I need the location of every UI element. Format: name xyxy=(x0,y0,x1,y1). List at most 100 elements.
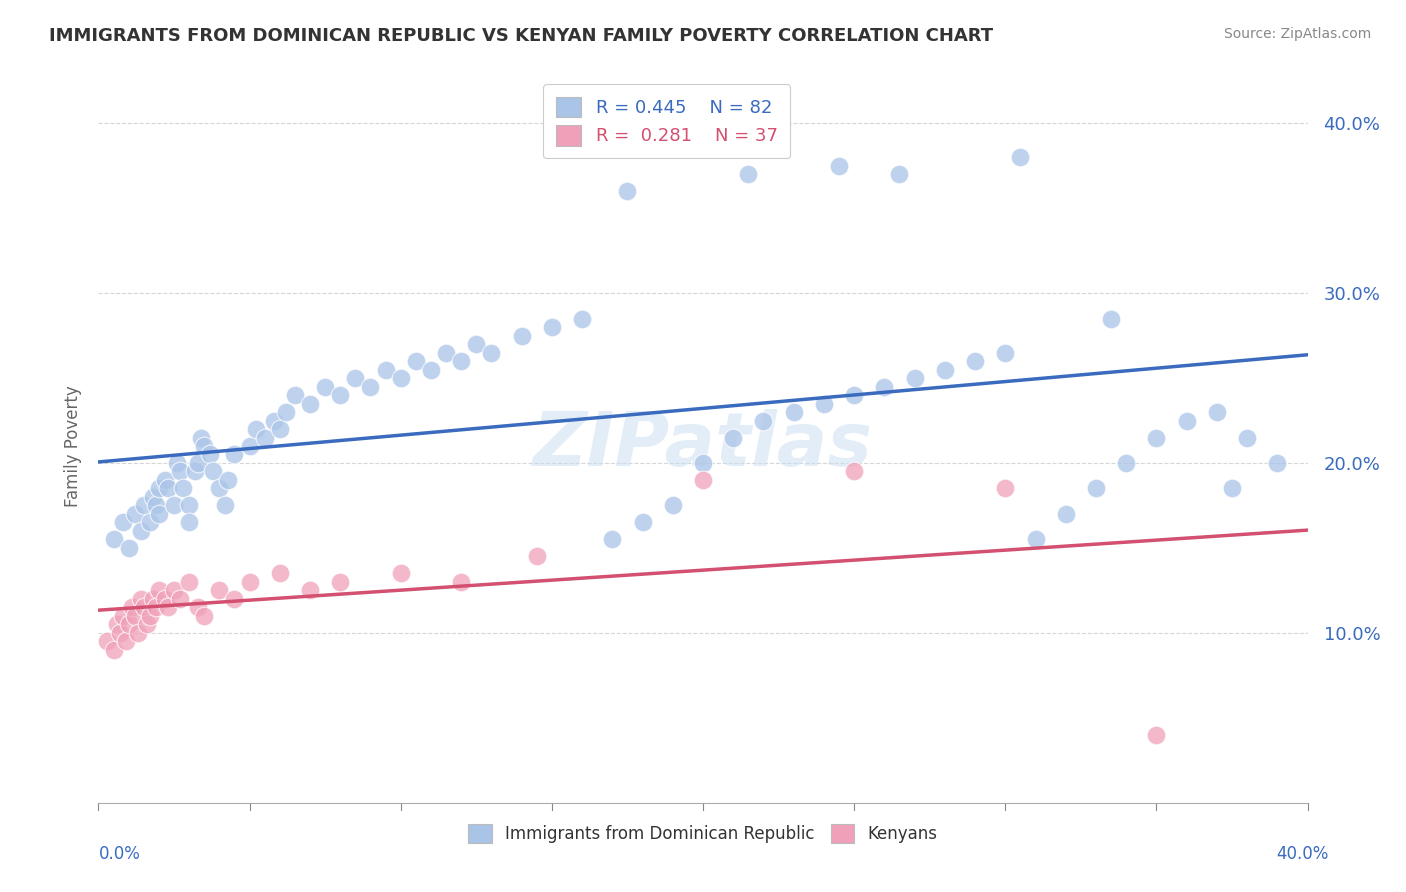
Point xyxy=(844,465,866,479)
Point xyxy=(1220,482,1243,496)
Point xyxy=(389,371,412,385)
Point xyxy=(329,574,352,589)
Point xyxy=(1206,405,1229,419)
Point xyxy=(510,328,533,343)
Point xyxy=(166,456,188,470)
Point xyxy=(224,448,246,462)
Point xyxy=(179,499,201,513)
Point xyxy=(389,566,412,581)
Text: IMMIGRANTS FROM DOMINICAN REPUBLIC VS KENYAN FAMILY POVERTY CORRELATION CHART: IMMIGRANTS FROM DOMINICAN REPUBLIC VS KE… xyxy=(49,27,993,45)
Point xyxy=(783,405,806,419)
Point xyxy=(103,533,125,547)
Point xyxy=(208,583,231,598)
Legend: Immigrants from Dominican Republic, Kenyans: Immigrants from Dominican Republic, Keny… xyxy=(460,815,946,852)
Text: ZIPatlas: ZIPatlas xyxy=(533,409,873,483)
Point xyxy=(148,583,170,598)
Point xyxy=(1054,507,1077,521)
Point xyxy=(299,396,322,410)
Point xyxy=(193,608,215,623)
Point xyxy=(1010,150,1032,164)
Point xyxy=(253,430,276,444)
Point xyxy=(1085,482,1108,496)
Point xyxy=(965,354,987,368)
Point xyxy=(193,439,215,453)
Point xyxy=(1144,728,1167,742)
Point xyxy=(129,591,152,606)
Point xyxy=(127,626,149,640)
Text: 0.0%: 0.0% xyxy=(98,846,141,863)
Point xyxy=(526,549,548,564)
Y-axis label: Family Poverty: Family Poverty xyxy=(63,385,82,507)
Point xyxy=(360,379,382,393)
Point xyxy=(163,499,186,513)
Point xyxy=(190,430,212,444)
Point xyxy=(329,388,352,402)
Point xyxy=(1024,533,1046,547)
Point xyxy=(169,591,191,606)
Point xyxy=(661,499,683,513)
Point xyxy=(111,608,134,623)
Point xyxy=(1236,430,1258,444)
Point xyxy=(239,439,262,453)
Point xyxy=(145,499,167,513)
Point xyxy=(481,345,503,359)
Point xyxy=(153,591,176,606)
Point xyxy=(111,516,134,530)
Point xyxy=(692,473,714,487)
Point xyxy=(187,456,209,470)
Point xyxy=(1175,413,1198,427)
Point xyxy=(187,600,209,615)
Point xyxy=(179,574,201,589)
Point xyxy=(540,320,562,334)
Point xyxy=(179,516,201,530)
Text: Source: ZipAtlas.com: Source: ZipAtlas.com xyxy=(1223,27,1371,41)
Point xyxy=(224,591,246,606)
Point xyxy=(465,337,488,351)
Point xyxy=(118,541,141,555)
Point xyxy=(314,379,336,393)
Point xyxy=(156,600,179,615)
Point xyxy=(148,482,170,496)
Point xyxy=(129,524,152,538)
Point xyxy=(752,413,775,427)
Point xyxy=(889,167,911,181)
Point xyxy=(904,371,927,385)
Point xyxy=(202,465,225,479)
Point xyxy=(284,388,307,402)
Point xyxy=(239,574,262,589)
Point xyxy=(148,507,170,521)
Point xyxy=(214,499,236,513)
Point xyxy=(631,516,654,530)
Point xyxy=(184,465,207,479)
Point xyxy=(616,184,638,198)
Point xyxy=(153,473,176,487)
Point xyxy=(723,430,745,444)
Point xyxy=(994,482,1017,496)
Point xyxy=(1099,311,1122,326)
Point xyxy=(692,456,714,470)
Point xyxy=(828,159,851,173)
Point xyxy=(344,371,367,385)
Point xyxy=(269,422,291,436)
Point xyxy=(208,482,231,496)
Point xyxy=(163,583,186,598)
Point xyxy=(450,354,472,368)
Point xyxy=(145,600,167,615)
Point xyxy=(108,626,131,640)
Point xyxy=(571,311,593,326)
Point xyxy=(1144,430,1167,444)
Point xyxy=(124,608,146,623)
Point xyxy=(217,473,239,487)
Point xyxy=(813,396,835,410)
Point xyxy=(169,465,191,479)
Point xyxy=(844,388,866,402)
Point xyxy=(434,345,457,359)
Point xyxy=(420,362,443,376)
Point xyxy=(450,574,472,589)
Point xyxy=(135,617,157,632)
Point xyxy=(200,448,222,462)
Point xyxy=(269,566,291,581)
Point xyxy=(172,482,194,496)
Point xyxy=(132,600,155,615)
Point xyxy=(299,583,322,598)
